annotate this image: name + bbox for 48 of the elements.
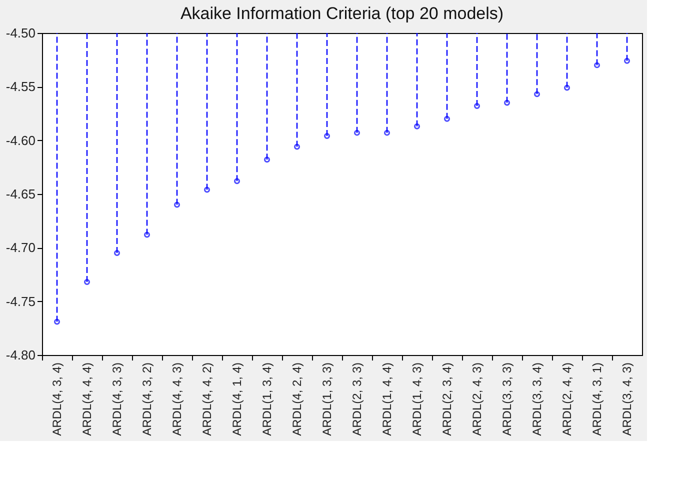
point [84, 279, 90, 285]
point [114, 250, 120, 256]
x-tick-label: ARDL(4, 4, 2) [200, 362, 214, 436]
point [204, 186, 210, 193]
x-tick-label: ARDL(3, 3, 3) [500, 362, 514, 436]
x-tick-label: ARDL(4, 1, 4) [230, 362, 244, 436]
x-tick-label: ARDL(4, 3, 2) [140, 362, 154, 436]
x-tick-label: ARDL(4, 3, 4) [50, 362, 64, 436]
y-tick-label: -4.70 [6, 240, 36, 256]
x-tick-label: ARDL(2, 3, 4) [440, 362, 454, 436]
y-tick-label: -4.75 [6, 294, 36, 309]
x-tick-label: ARDL(4, 4, 3) [170, 362, 184, 436]
x-tick-label: ARDL(4, 3, 1) [590, 362, 604, 436]
x-tick-label: ARDL(2, 4, 3) [470, 362, 484, 436]
point [594, 62, 600, 68]
x-tick-label: ARDL(3, 4, 3) [620, 362, 634, 436]
point [54, 318, 60, 325]
y-tick-label: -4.60 [6, 132, 36, 148]
point [414, 123, 420, 130]
point [474, 103, 480, 109]
x-tick-label: ARDL(4, 3, 3) [110, 362, 124, 436]
x-tick-label: ARDL(2, 3, 3) [350, 362, 364, 436]
x-tick-label: ARDL(1, 4, 3) [410, 362, 424, 436]
point [324, 133, 330, 140]
x-tick-label: ARDL(2, 4, 4) [560, 362, 574, 436]
point [564, 84, 570, 91]
x-tick-label: ARDL(1, 4, 4) [380, 362, 394, 436]
y-tick-label: -4.65 [6, 186, 36, 202]
chart-title: Akaike Information Criteria (top 20 models) [180, 4, 504, 23]
point [504, 100, 510, 106]
x-tick-label: ARDL(4, 4, 4) [80, 362, 94, 436]
point [264, 156, 270, 163]
point [384, 130, 390, 136]
x-tick-label: ARDL(4, 2, 4) [290, 362, 304, 436]
y-tick-label: -4.55 [6, 79, 36, 94]
point [354, 130, 360, 136]
point [444, 116, 450, 122]
point [534, 91, 540, 98]
point [624, 58, 630, 64]
point [144, 232, 150, 238]
x-tick-label: ARDL(3, 3, 4) [530, 362, 544, 436]
y-tick-label: -4.50 [6, 26, 36, 40]
point [294, 144, 300, 150]
x-tick-label: ARDL(1, 3, 4) [260, 362, 274, 436]
point [234, 178, 240, 184]
point [174, 202, 180, 208]
x-tick-label: ARDL(1, 3, 3) [320, 362, 334, 436]
y-tick-label: -4.80 [6, 348, 36, 362]
